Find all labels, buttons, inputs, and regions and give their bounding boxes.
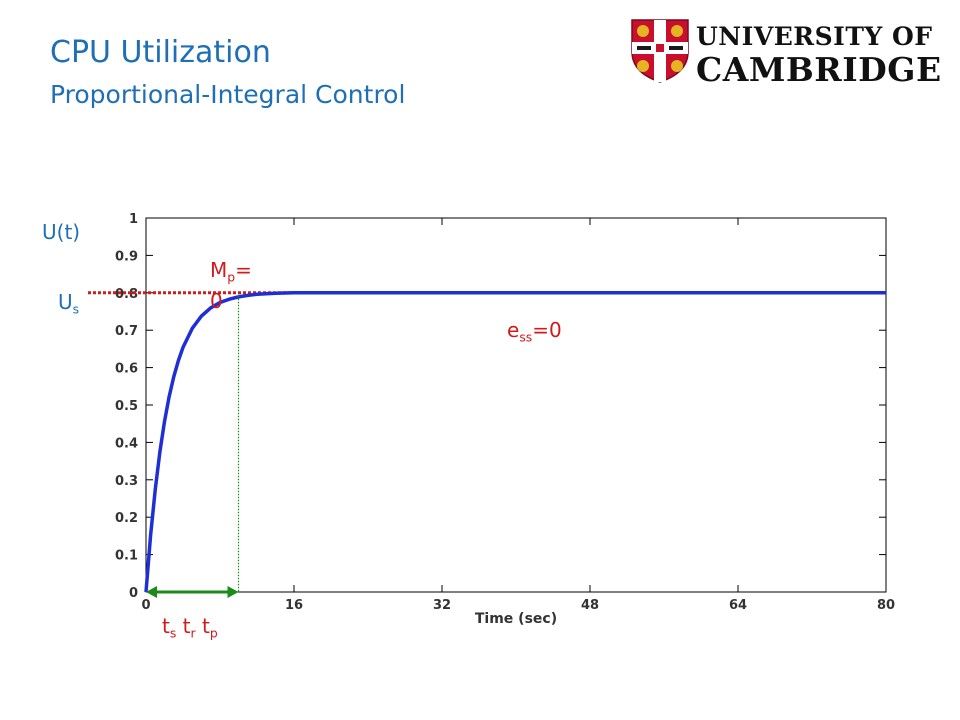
annotation-mp: Mp= 0 (210, 258, 252, 314)
arrow-head-left (146, 586, 157, 598)
logo-line-cambridge: CAMBRIDGE (696, 50, 942, 89)
x-tick-label-4: 64 (729, 598, 747, 613)
y-tick-label-9: 0.9 (115, 249, 138, 264)
cambridge-shield-icon (631, 19, 689, 83)
annotation-tp: tp (201, 614, 218, 641)
university-logo: UNIVERSITY OF CAMBRIDGE (630, 18, 941, 89)
y-tick-label-1: 0.1 (115, 549, 138, 564)
annotation-ess: ess=0 (507, 318, 562, 345)
slide-subtitle: Proportional-Integral Control (50, 80, 406, 109)
axis-tick-labels: 0 16 32 48 64 80 0 0.1 0.2 0.3 0.4 0.5 0.6 0.7 0.8 0.9 1 (115, 212, 895, 613)
annotation-u-of-t: U(t) (42, 220, 81, 244)
x-tick-label-0: 0 (141, 598, 150, 613)
y-tick-label-2: 0.2 (115, 511, 138, 526)
logo-line-university-of: UNIVERSITY OF (696, 22, 933, 51)
arrow-head-right (227, 586, 239, 598)
y-tick-label-0: 0 (129, 586, 138, 601)
y-tick-label-10: 1 (129, 212, 138, 227)
x-tick-label-5: 80 (877, 598, 895, 613)
x-axis-label: Time (sec) (475, 611, 557, 627)
y-tick-label-8: 0.8 (115, 287, 138, 302)
slide-title: CPU Utilization (50, 35, 271, 70)
x-tick-label-2: 32 (433, 598, 451, 613)
y-tick-label-5: 0.5 (115, 399, 138, 414)
y-tick-label-6: 0.6 (115, 362, 138, 377)
annotation-ts: ts (162, 614, 177, 641)
annotation-us: Us (58, 290, 80, 317)
x-tick-label-3: 48 (581, 598, 599, 613)
annotation-tr: tr (182, 614, 196, 641)
y-tick-label-4: 0.4 (115, 436, 138, 451)
x-tick-label-1: 16 (285, 598, 303, 613)
axis-ticks (145, 217, 887, 593)
annotation-time-labels: ts tr tp (162, 614, 218, 640)
y-tick-label-3: 0.3 (115, 474, 138, 489)
y-tick-label-7: 0.7 (115, 324, 138, 339)
plot-frame (145, 217, 887, 593)
